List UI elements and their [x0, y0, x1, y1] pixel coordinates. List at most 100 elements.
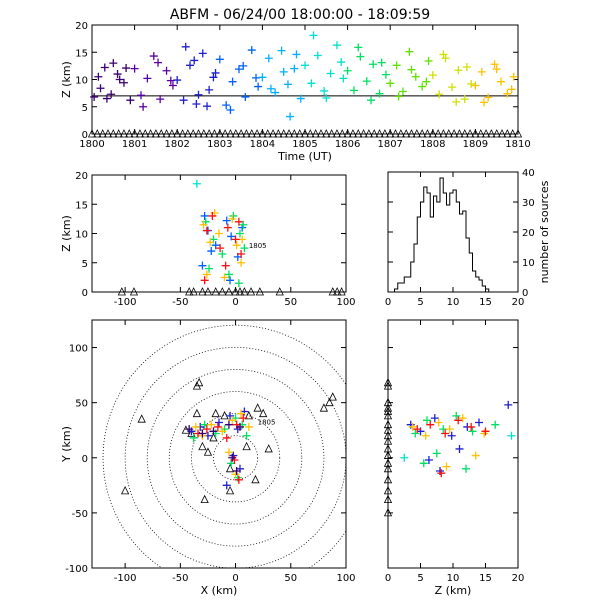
time-height-point — [362, 77, 371, 86]
plan-view-xtick-label: 50 — [284, 573, 297, 584]
time-height-point — [222, 101, 231, 110]
time-height-point — [313, 51, 322, 60]
x-height-sensor-marker — [240, 287, 249, 296]
plan-view-sensor-marker — [251, 474, 260, 484]
x-height-point — [200, 211, 209, 220]
time-height-sensor-marker — [141, 129, 150, 138]
x-height-sensor-marker — [255, 287, 265, 296]
time-height-sensor-marker — [391, 129, 400, 138]
time-height-point — [309, 31, 318, 40]
time-height-sensor-marker — [311, 129, 320, 138]
z-y-view-xtick-label: 10 — [447, 573, 460, 584]
x-height-point — [198, 261, 207, 270]
time-height-sensor-marker — [444, 129, 453, 138]
time-height-point — [228, 77, 237, 86]
plan-view-xtick-label: -100 — [114, 573, 137, 584]
plan-view-xtick-label: -50 — [172, 573, 188, 584]
time-height-sensor-marker — [151, 129, 161, 138]
time-height-xtick-label: 1809 — [463, 139, 488, 150]
height-histogram-bin — [443, 193, 446, 292]
time-height-point — [211, 68, 220, 77]
time-height-point — [226, 106, 235, 115]
time-height-sensor-marker — [231, 129, 240, 138]
z-y-view-marks — [383, 377, 516, 517]
time-height-sensor-marker — [119, 129, 129, 138]
plan-view-sensor-marker — [211, 408, 220, 418]
time-height-point — [156, 95, 165, 104]
x-height-xtick-label: 0 — [232, 297, 238, 308]
time-height-sensor-marker — [215, 129, 224, 138]
time-height-point — [292, 50, 301, 59]
plan-view-sensor-marker — [192, 408, 202, 418]
plan-view-xlabel: X (km) — [201, 584, 238, 597]
height-histogram-ylabel: number of sources — [538, 180, 551, 283]
time-height-sensor-marker — [236, 129, 246, 138]
x-height-ytick-label: 5 — [82, 259, 88, 270]
x-height-point — [240, 244, 249, 253]
time-height-sensor-marker — [125, 129, 134, 138]
time-height-sensor-marker — [103, 129, 113, 138]
time-height-sensor-marker — [375, 129, 384, 138]
plan-view-sensor-marker — [253, 403, 262, 412]
time-height-point — [190, 56, 199, 65]
time-height-xtick-label: 1806 — [335, 139, 360, 150]
z-y-view-sensor-marker — [383, 494, 393, 504]
time-height-point — [411, 72, 420, 81]
height-histogram-bin — [447, 205, 450, 292]
time-height-point — [477, 67, 486, 76]
plan-view-xtick-label: 0 — [232, 573, 238, 584]
plan-view-range-ring — [102, 324, 346, 568]
time-height-point — [283, 80, 292, 89]
height-histogram-bin — [456, 202, 459, 292]
time-height-sensor-marker — [481, 129, 491, 138]
plan-view-point — [228, 416, 237, 425]
time-height-point — [447, 83, 456, 92]
x-height-point — [227, 232, 236, 241]
time-height-ytick-label: 0 — [82, 130, 88, 141]
z-y-view-point — [471, 451, 480, 460]
time-height-point — [279, 67, 288, 76]
time-height-point — [377, 58, 386, 67]
time-height-sensor-marker — [322, 129, 331, 138]
time-height-sensor-marker — [284, 129, 294, 138]
plan-view-marks: 1805 — [102, 324, 346, 568]
time-height-sensor-marker — [247, 129, 256, 138]
height-histogram-bin — [437, 202, 440, 292]
time-height-sensor-marker — [433, 129, 443, 138]
height-histogram-xtick-label: 5 — [417, 297, 423, 308]
x-height-point — [221, 261, 230, 270]
z-y-view-point — [432, 449, 441, 458]
time-height-point — [467, 79, 476, 88]
x-height-point — [234, 279, 243, 288]
x-height-sensor-marker — [117, 287, 126, 296]
height-histogram-bin — [401, 283, 404, 292]
time-height-point — [100, 63, 109, 72]
z-y-view-point — [442, 462, 451, 471]
time-height-point — [479, 98, 488, 107]
z-y-view-sensor-marker — [383, 458, 393, 467]
z-y-view-point — [423, 416, 431, 425]
time-height-point — [398, 87, 407, 96]
time-height-sensor-marker — [332, 129, 342, 138]
time-height-point — [94, 72, 103, 81]
plan-view-point — [237, 409, 246, 418]
time-height-point — [405, 47, 414, 56]
plan-view-sensor-marker — [244, 410, 253, 420]
time-height-point — [286, 112, 295, 121]
x-height-point — [235, 229, 244, 238]
time-height-sensor-marker — [497, 129, 507, 138]
time-height-sensor-marker — [418, 129, 427, 138]
x-height-point — [223, 223, 232, 232]
plan-view-point — [234, 475, 243, 484]
time-height-point — [266, 84, 275, 93]
time-height-point — [343, 66, 352, 75]
height-histogram-ytick-label: 0 — [522, 288, 528, 299]
time-height-point — [254, 82, 263, 91]
z-y-view-sensor-marker — [383, 485, 393, 495]
time-height-ytick-label: 20 — [75, 21, 88, 32]
time-height-point — [96, 84, 105, 93]
figure-title: ABFM - 06/24/00 18:00:00 - 18:09:59 — [170, 7, 430, 23]
time-height-point — [179, 96, 188, 105]
time-height-xlabel: Time (UT) — [277, 150, 332, 163]
